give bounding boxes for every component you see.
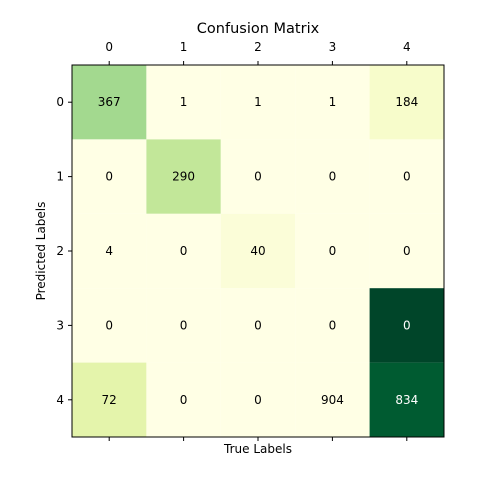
heatmap-cell [369,139,444,214]
cell-value-label: 1 [329,95,337,109]
heatmap-cell [146,139,221,214]
heatmap-cell [220,213,296,289]
y-tick-label: 1 [56,170,64,184]
cell-value-label: 72 [102,393,117,407]
x-tick-label: 4 [403,40,411,54]
cell-value-label: 0 [180,244,188,258]
heatmap-cell [72,213,147,289]
y-axis-label: Predicted Labels [34,202,48,301]
cell-value-label: 0 [329,244,337,258]
cell-value-label: 40 [250,244,265,258]
x-tick-label: 3 [329,40,337,54]
cell-value-label: 0 [105,318,113,332]
y-tick-label: 4 [56,393,64,407]
heatmap-cell [72,65,147,140]
heatmap-cell [220,65,296,140]
y-tick-label: 2 [56,244,64,258]
heatmap-cell [295,288,370,363]
y-axis-ticks: 0 1 2 3 4 [56,95,72,407]
heatmap-cell [72,288,147,363]
x-axis-label: True Labels [223,442,292,456]
heatmap-cell [146,362,221,437]
cell-value-label: 0 [329,170,337,184]
heatmap-cell [72,139,147,214]
cell-value-label: 0 [403,170,411,184]
heatmap-cell [295,362,370,437]
cell-value-label: 367 [98,95,121,109]
cell-value-label: 4 [105,244,113,258]
heatmap-cell [295,139,370,214]
heatmap-cells [72,65,444,437]
heatmap-cell [369,213,444,289]
heatmap-cell [295,213,370,289]
cell-value-label: 0 [254,393,262,407]
chart-title: Confusion Matrix [197,21,320,37]
cell-value-label: 0 [329,318,337,332]
cell-value-label: 290 [172,170,195,184]
cell-value-label: 0 [105,170,113,184]
heatmap-cell [369,65,444,140]
x-tick-label: 0 [105,40,113,54]
x-tick-label: 1 [180,40,188,54]
cell-value-label: 0 [403,318,411,332]
cell-value-label: 0 [180,318,188,332]
cell-value-label: 1 [180,95,188,109]
cell-value-label: 0 [254,170,262,184]
heatmap-cell [220,362,296,437]
heatmap-cell [146,288,221,363]
y-tick-label: 3 [56,318,64,332]
heatmap-cell [369,288,444,363]
cell-value-label: 834 [395,393,418,407]
cell-value-label: 0 [403,244,411,258]
cell-value-label: 184 [395,95,418,109]
heatmap-cell [220,139,296,214]
cell-value-label: 904 [321,393,344,407]
heatmap-cell [146,213,221,289]
cell-value-label: 1 [254,95,262,109]
cell-value-label: 0 [180,393,188,407]
heatmap-cell [369,362,444,437]
y-tick-label: 0 [56,95,64,109]
x-axis-ticks: 0 1 2 3 4 [105,40,411,441]
heatmap-cell [72,362,147,437]
heatmap-cell [295,65,370,140]
heatmap-cell [146,65,221,140]
cell-value-label: 0 [254,318,262,332]
heatmap-cell [220,288,296,363]
x-tick-label: 2 [254,40,262,54]
